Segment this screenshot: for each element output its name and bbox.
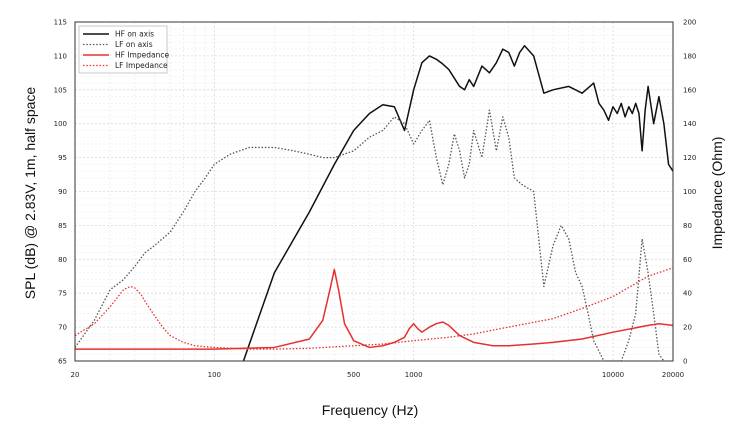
y-right-tick-label: 200 [683, 19, 696, 27]
y-right-tick-label: 100 [683, 188, 696, 196]
y-right-tick-label: 140 [683, 120, 696, 128]
x-tick-label: 20 [71, 371, 80, 379]
legend-label: LF Impedance [115, 61, 168, 70]
y-left-tick-label: 115 [54, 19, 67, 27]
y-left-tick-label: 80 [58, 256, 67, 264]
y-axis-left-title: SPL (dB) @ 2.83V, 1m, half space [22, 87, 38, 300]
legend-label: HF on axis [115, 30, 154, 39]
series-layer [75, 44, 673, 361]
x-tick-label: 100 [208, 371, 221, 379]
legend-label: LF on axis [115, 40, 153, 49]
y-right-tick-label: 80 [683, 222, 692, 230]
x-tick-label: 10000 [602, 371, 624, 379]
y-left-tick-label: 95 [58, 154, 67, 162]
y-right-tick-label: 0 [683, 358, 687, 366]
plot-area [75, 22, 673, 361]
y-left-tick-label: 100 [54, 120, 67, 128]
gridlines [74, 21, 674, 362]
y-right-tick-label: 180 [683, 52, 696, 60]
plot-background [75, 22, 673, 361]
y-left-tick-label: 70 [58, 324, 67, 332]
series-line-hf-impedance [75, 268, 673, 350]
x-axis-title: Frequency (Hz) [322, 402, 418, 418]
x-tick-label: 500 [347, 371, 360, 379]
y-left-tick-label: 105 [54, 86, 67, 94]
plot-frame [74, 21, 674, 362]
legend-label: HF Impedance [115, 51, 169, 60]
y-left-tick-label: 75 [58, 290, 67, 298]
series-line-hf-on-axis [242, 44, 673, 361]
x-tick-label: 1000 [405, 371, 423, 379]
tick-labels: 20 100 500 1000 10000 20000657075808590951001… [54, 19, 697, 380]
plot-border [74, 21, 674, 362]
y-right-tick-label: 160 [683, 86, 696, 94]
y-right-tick-label: 120 [683, 154, 696, 162]
x-tick-label: 20000 [662, 371, 684, 379]
y-axis-right-title: Impedance (Ohm) [709, 137, 725, 250]
y-left-tick-label: 110 [54, 52, 67, 60]
y-left-tick-label: 90 [58, 188, 67, 196]
y-right-tick-label: 60 [683, 256, 692, 264]
series-line-lf-on-axis [75, 109, 665, 361]
y-left-tick-label: 85 [58, 222, 67, 230]
y-left-tick-label: 65 [58, 358, 67, 366]
y-right-tick-label: 20 [683, 324, 692, 332]
y-right-tick-label: 40 [683, 290, 692, 298]
